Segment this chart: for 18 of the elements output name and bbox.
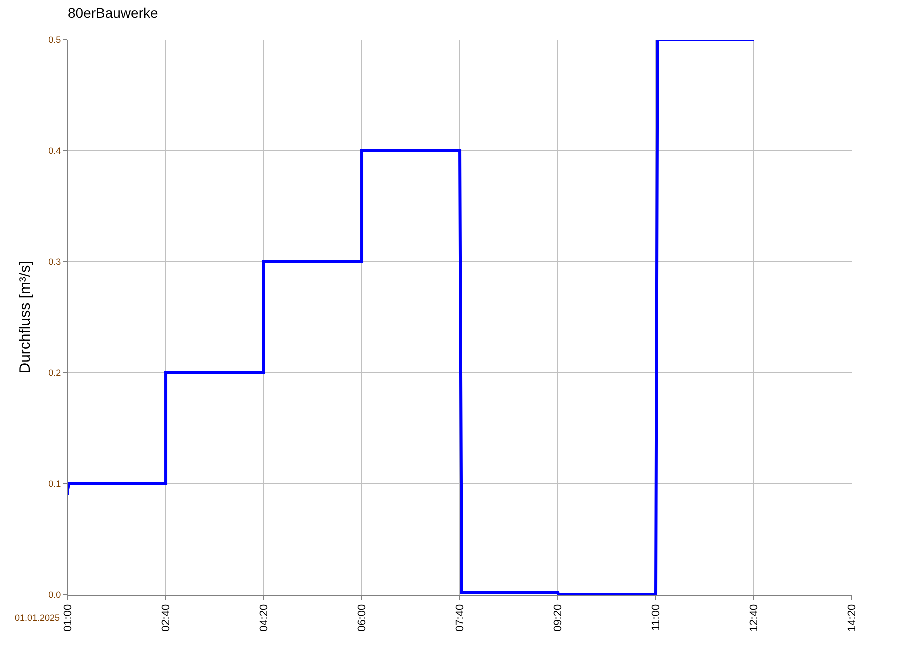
text: 01.01.2025: [15, 613, 60, 623]
y-tick-label: 0.5: [48, 35, 62, 46]
x-tick-label: 02:40: [160, 604, 173, 632]
y-tick-label: 0.4: [48, 146, 62, 156]
chart-title: 80erBauwerke: [68, 4, 158, 21]
x-tick-label: 14:20: [846, 604, 859, 632]
y-tick-label: 0.3: [48, 257, 62, 268]
y-tick-label: 0.0: [48, 590, 62, 600]
x-tick-label: 09:20: [552, 604, 565, 632]
x-tick-label: 01:00: [62, 604, 75, 632]
x-tick-label: 11:00: [650, 604, 663, 632]
y-axis-title: Durchfluss [m³/s]: [16, 261, 34, 374]
x-tick-label: 12:40: [748, 604, 761, 632]
x-tick-label: 07:40: [454, 604, 467, 632]
x-tick-label: 04:20: [258, 604, 271, 632]
y-tick-label: 0.2: [48, 368, 62, 378]
x-tick-label: 06:00: [356, 604, 369, 632]
y-tick-label: 0.1: [48, 479, 62, 490]
